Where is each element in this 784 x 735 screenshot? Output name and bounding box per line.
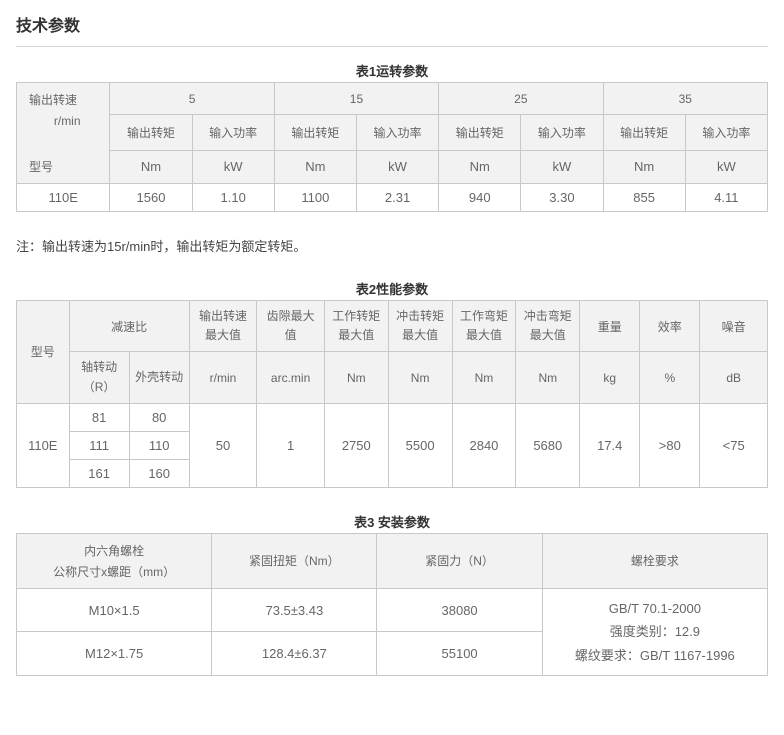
- table1-speed-3: 35: [603, 83, 767, 115]
- t3-bolt: M10×1.5: [17, 588, 212, 632]
- t2-u-outspeed: r/min: [189, 352, 257, 403]
- table1-cell: 4.11: [685, 184, 767, 212]
- t3-force: 38080: [377, 588, 542, 632]
- table1-cell: 1100: [274, 184, 356, 212]
- table1-cell: 2.31: [356, 184, 438, 212]
- t2-noise: <75: [700, 403, 768, 487]
- t2-ratio-h: 110: [129, 431, 189, 459]
- table1-sub-power: 输入功率: [192, 115, 274, 151]
- t3-force: 55100: [377, 632, 542, 676]
- table1-unit-nm: Nm: [603, 150, 685, 183]
- t3-req: GB/T 70.1-2000 强度类别：12.9 螺纹要求：GB/T 1167-…: [542, 588, 767, 675]
- t2-eff: >80: [640, 403, 700, 487]
- table1-sub-torque: 输出转矩: [603, 115, 685, 151]
- table1-unit-kw: kW: [356, 150, 438, 183]
- t2-ratio-h: 80: [129, 403, 189, 431]
- t2-h-outspeed: 输出转速最大值: [189, 301, 257, 352]
- table1-unit-kw: kW: [521, 150, 603, 183]
- table3: 内六角螺栓 公称尺寸x螺距（mm） 紧固扭矩（Nm） 紧固力（N） 螺栓要求 M…: [16, 533, 768, 676]
- table3-caption: 表3 安装参数: [16, 512, 768, 531]
- divider: [16, 46, 768, 47]
- table2: 型号 减速比 输出转速最大值 齿隙最大值 工作转矩最大值 冲击转矩最大值 工作弯…: [16, 300, 768, 488]
- table1: 输出转速 r/min 型号 5 15 25 35 输出转矩 输入功率 输出转矩 …: [16, 82, 768, 212]
- t3-h-bolt: 内六角螺栓 公称尺寸x螺距（mm）: [17, 533, 212, 588]
- t3-h-bolt-l2: 公称尺寸x螺距（mm）: [21, 563, 207, 580]
- t2-h-backlash: 齿隙最大值: [257, 301, 325, 352]
- table1-speed-0: 5: [110, 83, 274, 115]
- t2-ratio-r: 161: [69, 459, 129, 487]
- t2-u-pct: %: [640, 352, 700, 403]
- t3-h-force: 紧固力（N）: [377, 533, 542, 588]
- t2-workbend: 2840: [452, 403, 516, 487]
- page-title: 技术参数: [16, 12, 768, 36]
- t2-model: 110E: [17, 403, 70, 487]
- t2-shocktorque: 5500: [388, 403, 452, 487]
- table1-speed-1: 15: [274, 83, 438, 115]
- table1-unit-nm: Nm: [110, 150, 192, 183]
- t2-u-nm: Nm: [388, 352, 452, 403]
- table1-speed-2: 25: [439, 83, 603, 115]
- table1-unit-nm: Nm: [439, 150, 521, 183]
- table1-lh1: 输出转速: [29, 93, 77, 107]
- t2-h-worktorque: 工作转矩最大值: [324, 301, 388, 352]
- table1-model: 110E: [17, 184, 110, 212]
- t3-h-torque: 紧固扭矩（Nm）: [212, 533, 377, 588]
- table1-sub-power: 输入功率: [356, 115, 438, 151]
- t3-torque: 128.4±6.37: [212, 632, 377, 676]
- t2-h-model: 型号: [17, 301, 70, 404]
- t2-u-kg: kg: [580, 352, 640, 403]
- t2-h-workbend: 工作弯矩最大值: [452, 301, 516, 352]
- table1-sub-torque: 输出转矩: [274, 115, 356, 151]
- t3-torque: 73.5±3.43: [212, 588, 377, 632]
- t2-backlash: 1: [257, 403, 325, 487]
- table1-sub-torque: 输出转矩: [439, 115, 521, 151]
- t2-u-nm: Nm: [324, 352, 388, 403]
- table1-cell: 940: [439, 184, 521, 212]
- table1-cell: 855: [603, 184, 685, 212]
- table1-lh2: r/min: [29, 114, 105, 128]
- t2-ratio-r: 111: [69, 431, 129, 459]
- table1-lh3: 型号: [29, 158, 105, 175]
- table1-cell: 1560: [110, 184, 192, 212]
- t3-bolt: M12×1.75: [17, 632, 212, 676]
- t2-ratio-r: 81: [69, 403, 129, 431]
- t3-req-l3: 螺纹要求：GB/T 1167-1996: [575, 648, 735, 663]
- t3-req-l1: GB/T 70.1-2000: [609, 601, 701, 616]
- t2-shockbend: 5680: [516, 403, 580, 487]
- t2-h-eff: 效率: [640, 301, 700, 352]
- table1-unit-kw: kW: [685, 150, 767, 183]
- t3-req-l2: 强度类别：12.9: [610, 624, 700, 639]
- table1-note: 注：输出转速为15r/min时，输出转矩为额定转矩。: [16, 236, 768, 255]
- t2-h-noise: 噪音: [700, 301, 768, 352]
- t2-outspeed: 50: [189, 403, 257, 487]
- table1-left-header: 输出转速 r/min 型号: [17, 83, 110, 184]
- t2-ratio-h: 160: [129, 459, 189, 487]
- table1-caption: 表1运转参数: [16, 61, 768, 80]
- t2-h-ratioR: 轴转动（R）: [69, 352, 129, 403]
- t2-u-db: dB: [700, 352, 768, 403]
- table2-caption: 表2性能参数: [16, 279, 768, 298]
- table1-cell: 1.10: [192, 184, 274, 212]
- table1-unit-nm: Nm: [274, 150, 356, 183]
- t2-u-nm: Nm: [516, 352, 580, 403]
- table1-cell: 3.30: [521, 184, 603, 212]
- t3-h-req: 螺栓要求: [542, 533, 767, 588]
- table1-sub-power: 输入功率: [521, 115, 603, 151]
- t2-worktorque: 2750: [324, 403, 388, 487]
- t2-u-backlash: arc.min: [257, 352, 325, 403]
- table1-unit-kw: kW: [192, 150, 274, 183]
- t2-h-weight: 重量: [580, 301, 640, 352]
- t2-u-nm: Nm: [452, 352, 516, 403]
- t2-h-ratio: 减速比: [69, 301, 189, 352]
- t2-h-shockbend: 冲击弯矩最大值: [516, 301, 580, 352]
- t2-h-shocktorque: 冲击转矩最大值: [388, 301, 452, 352]
- table1-sub-power: 输入功率: [685, 115, 767, 151]
- t2-weight: 17.4: [580, 403, 640, 487]
- t2-h-ratioH: 外壳转动: [129, 352, 189, 403]
- t3-h-bolt-l1: 内六角螺栓: [84, 544, 144, 558]
- table1-sub-torque: 输出转矩: [110, 115, 192, 151]
